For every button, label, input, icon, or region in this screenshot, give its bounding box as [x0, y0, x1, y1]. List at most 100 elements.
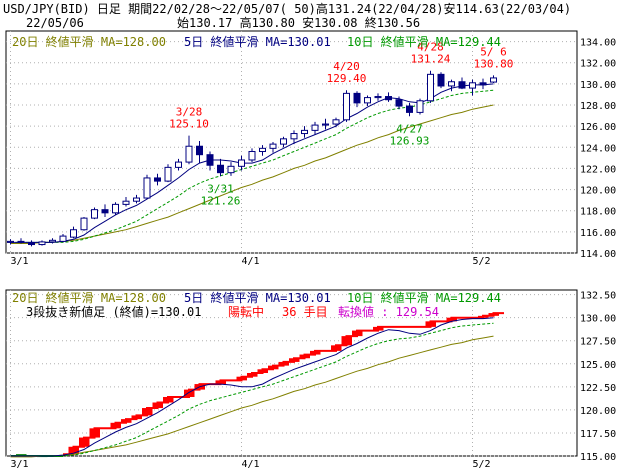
candle-up — [269, 143, 277, 149]
chart-header-ohlc: 始130.17 高130.80 安130.08 終130.56 — [177, 15, 420, 30]
candle-up — [374, 96, 382, 99]
lower-legend-item: 10日 終値平滑 MA=129.44 — [347, 290, 501, 305]
candle-up — [416, 100, 424, 113]
candle-up — [185, 145, 193, 163]
lower-x-axis: 3/1 4/1 5/2 — [11, 459, 491, 470]
lower-y-tick-label: 117.50 — [580, 429, 616, 440]
candle-up — [259, 147, 266, 153]
candle-up — [332, 119, 340, 125]
upper-y-tick-label: 122.00 — [580, 164, 616, 175]
lower-y-tick-label: 125.00 — [580, 360, 616, 371]
annotation-value: 129.40 — [327, 72, 367, 85]
annotation-date: 4/28 — [417, 41, 444, 54]
annotation-value: 121.26 — [201, 194, 241, 207]
candle-up — [364, 97, 371, 104]
lower-moving-averages — [10, 317, 494, 458]
upper-legend-item: 10日 終値平滑 MA=129.44 — [347, 34, 501, 49]
candle-up — [311, 124, 319, 131]
annotation-value: 130.80 — [474, 57, 514, 70]
lower-legend: 20日 終値平滑 MA=128.00 5日 終値平滑 MA=130.01 10日 終… — [12, 290, 501, 305]
candle-up — [280, 138, 287, 145]
kagi-step-line — [63, 312, 504, 456]
lower-x-tick-label: 3/1 — [11, 459, 29, 470]
annotation-value: 131.24 — [411, 53, 451, 66]
lower-y-tick-label: 130.00 — [580, 314, 616, 325]
candle-down — [406, 105, 413, 113]
candle-up — [322, 123, 329, 126]
candle-up — [112, 203, 119, 214]
lower-status-item: 転換値 : 129.54 — [338, 304, 439, 319]
annotation-date: 4/27 — [396, 122, 423, 135]
upper-candles — [7, 70, 497, 247]
candle-up — [143, 177, 151, 199]
candle-up — [227, 165, 235, 174]
lower-y-tick-label: 127.50 — [580, 337, 616, 348]
annotation-value: 125.10 — [169, 118, 209, 131]
upper-y-tick-label: 116.00 — [580, 228, 616, 239]
upper-y-axis: 114.00 116.00 118.00 120.00 122.00 124.00 126.… — [580, 38, 616, 260]
candle-up — [427, 73, 434, 102]
lower-x-tick-label: 5/2 — [473, 459, 491, 470]
annotation-value: 126.93 — [390, 134, 430, 147]
candle-up — [290, 133, 298, 140]
lower-y-tick-label: 132.50 — [580, 291, 616, 302]
upper-x-tick-label: 5/2 — [473, 256, 491, 267]
lower-legend-item: 5日 終値平滑 MA=130.01 — [184, 290, 331, 305]
upper-y-tick-label: 114.00 — [580, 249, 616, 260]
annotation-date: 4/20 — [333, 60, 360, 73]
upper-ma5-line — [10, 83, 494, 243]
upper-legend: 20日 終値平滑 MA=128.00 5日 終値平滑 MA=130.01 10日 終… — [12, 34, 501, 49]
upper-y-tick-label: 118.00 — [580, 207, 616, 218]
candle-up — [91, 209, 98, 219]
candle-down — [385, 96, 392, 101]
lower-kagi-bricks — [10, 312, 504, 458]
candle-down — [206, 154, 214, 166]
upper-grid — [6, 31, 577, 254]
candle-up — [80, 217, 88, 231]
candle-down — [353, 92, 361, 104]
lower-y-tick-label: 122.50 — [580, 383, 616, 394]
candle-up — [238, 159, 245, 167]
lower-y-axis: 115.00 117.50 120.00 122.50 125.00 127.50 130.… — [580, 291, 616, 463]
candle-up — [469, 82, 476, 89]
upper-x-tick-label: 3/1 — [11, 256, 29, 267]
lower-legend-item: 20日 終値平滑 MA=128.00 — [12, 290, 166, 305]
candle-down — [101, 209, 109, 214]
candle-up — [164, 166, 172, 182]
candle-up — [175, 161, 182, 168]
candle-up — [301, 129, 308, 135]
upper-y-tick-label: 126.00 — [580, 122, 616, 133]
candle-up — [38, 241, 46, 246]
candle-down — [395, 99, 403, 107]
lower-ma5-line — [10, 317, 494, 457]
candle-up — [490, 77, 497, 83]
candle-down — [458, 81, 466, 89]
lower-status-line: 3段抜き新値足 (終値)=130.01 陽転中 36 手目 転換値 : 129.54 — [26, 304, 439, 319]
candle-up — [448, 81, 455, 87]
candle-down — [17, 240, 25, 243]
lower-status-item: 3段抜き新値足 (終値)=130.01 — [26, 304, 201, 319]
candle-down — [196, 145, 203, 156]
upper-legend-item: 20日 終値平滑 MA=128.00 — [12, 34, 166, 49]
lower-ma10-line — [10, 322, 494, 457]
upper-y-tick-label: 120.00 — [580, 186, 616, 197]
candle-up — [59, 235, 67, 242]
candle-down — [479, 82, 487, 86]
lower-x-tick-label: 4/1 — [242, 459, 260, 470]
candle-down — [217, 164, 224, 174]
candle-up — [7, 240, 14, 243]
upper-x-axis: 3/1 4/1 5/2 — [11, 256, 491, 267]
kagi-brick-down — [16, 454, 27, 457]
chart-header-date: 22/05/06 — [26, 16, 84, 30]
candle-up — [49, 239, 56, 243]
upper-legend-item: 5日 終値平滑 MA=130.01 — [184, 34, 331, 49]
candle-down — [437, 73, 445, 87]
annotation-date: 5/ 6 — [480, 45, 507, 58]
candle-up — [343, 92, 350, 121]
chart-header-title: USD/JPY(BID) 日足 期間22/02/28～22/05/07( 50)… — [3, 1, 571, 16]
candle-up — [133, 197, 140, 202]
upper-y-tick-label: 128.00 — [580, 101, 616, 112]
lower-status-item: 陽転中 — [228, 304, 264, 319]
